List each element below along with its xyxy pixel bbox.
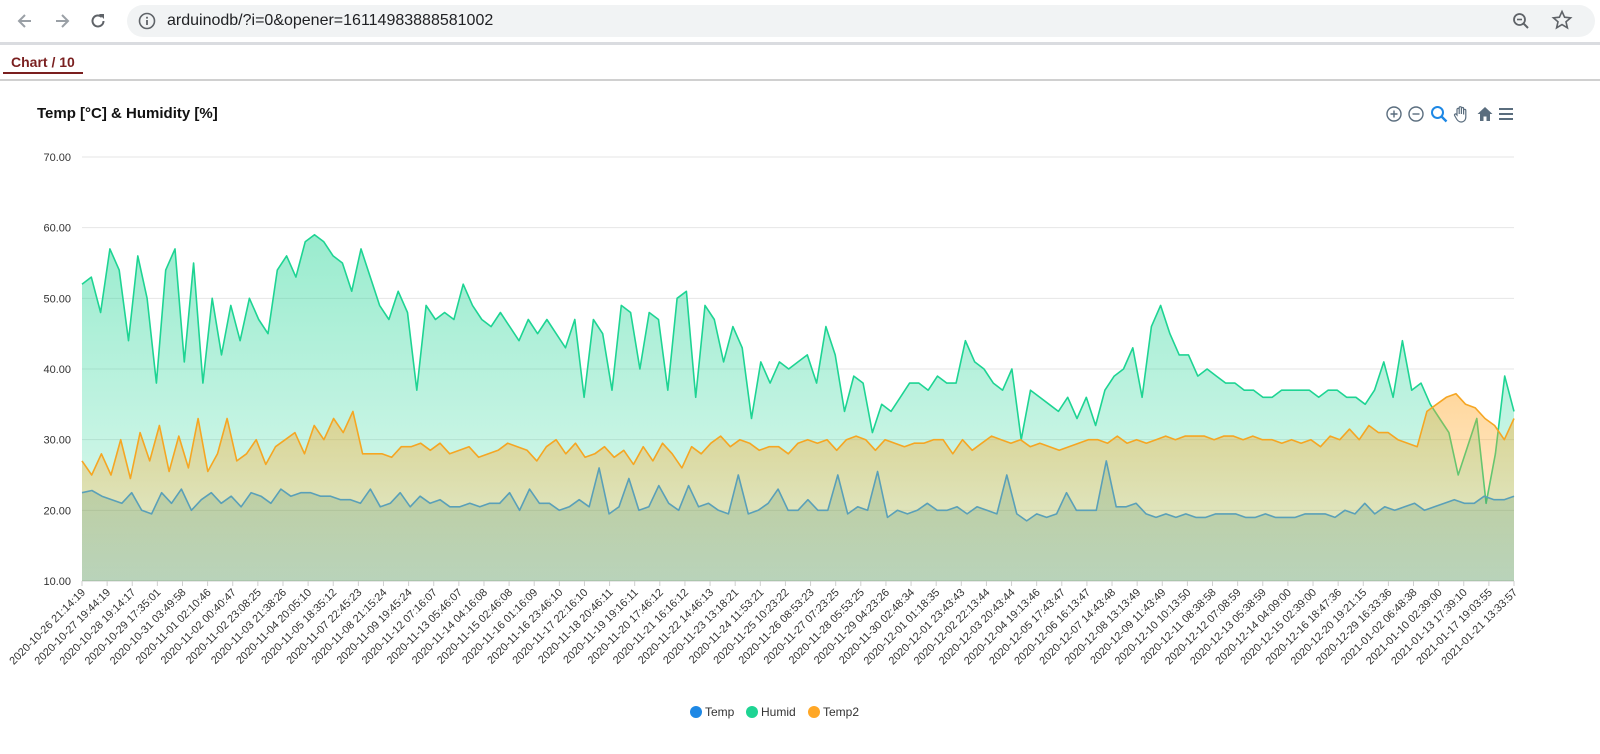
chart-title: Temp [°C] & Humidity [%] bbox=[37, 105, 218, 122]
tab-strip: Chart / 10 bbox=[0, 45, 1600, 81]
back-icon[interactable] bbox=[12, 8, 38, 34]
browser-toolbar: arduinodb/?i=0&opener=16114983888581002 bbox=[0, 0, 1600, 42]
pan-hand-icon[interactable] bbox=[1451, 104, 1471, 124]
chart-toolbar bbox=[1384, 104, 1520, 124]
zoom-icon[interactable] bbox=[1511, 11, 1531, 31]
home-reset-icon[interactable] bbox=[1475, 104, 1495, 124]
zoom-in-icon[interactable] bbox=[1384, 104, 1404, 124]
info-icon[interactable] bbox=[137, 11, 157, 31]
menu-icon[interactable] bbox=[1496, 104, 1516, 124]
selection-zoom-icon[interactable] bbox=[1429, 104, 1449, 124]
browser-divider bbox=[0, 42, 1600, 45]
reload-icon[interactable] bbox=[85, 8, 111, 34]
forward-icon[interactable] bbox=[49, 8, 75, 34]
url-text[interactable]: arduinodb/?i=0&opener=16114983888581002 bbox=[167, 12, 494, 29]
star-icon[interactable] bbox=[1551, 9, 1573, 31]
zoom-out-icon[interactable] bbox=[1406, 104, 1426, 124]
address-bar[interactable]: arduinodb/?i=0&opener=16114983888581002 bbox=[127, 5, 1595, 37]
chart-card bbox=[26, 100, 1524, 722]
tab-chart[interactable]: Chart / 10 bbox=[3, 54, 83, 74]
